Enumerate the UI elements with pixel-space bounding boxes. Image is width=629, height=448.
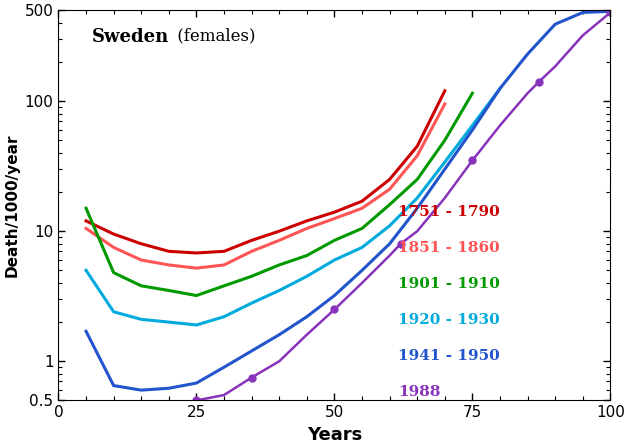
Y-axis label: Death/1000/year: Death/1000/year xyxy=(4,134,19,277)
Text: 1941 - 1950: 1941 - 1950 xyxy=(398,349,499,363)
X-axis label: Years: Years xyxy=(307,426,362,444)
Text: 1920 - 1930: 1920 - 1930 xyxy=(398,313,499,327)
Text: 1988: 1988 xyxy=(398,385,440,399)
Text: 1901 - 1910: 1901 - 1910 xyxy=(398,277,500,291)
Text: 1851 - 1860: 1851 - 1860 xyxy=(398,241,499,255)
Text: Sweden: Sweden xyxy=(92,28,169,46)
Text: 1751 - 1790: 1751 - 1790 xyxy=(398,205,499,219)
Text: (females): (females) xyxy=(172,28,255,45)
